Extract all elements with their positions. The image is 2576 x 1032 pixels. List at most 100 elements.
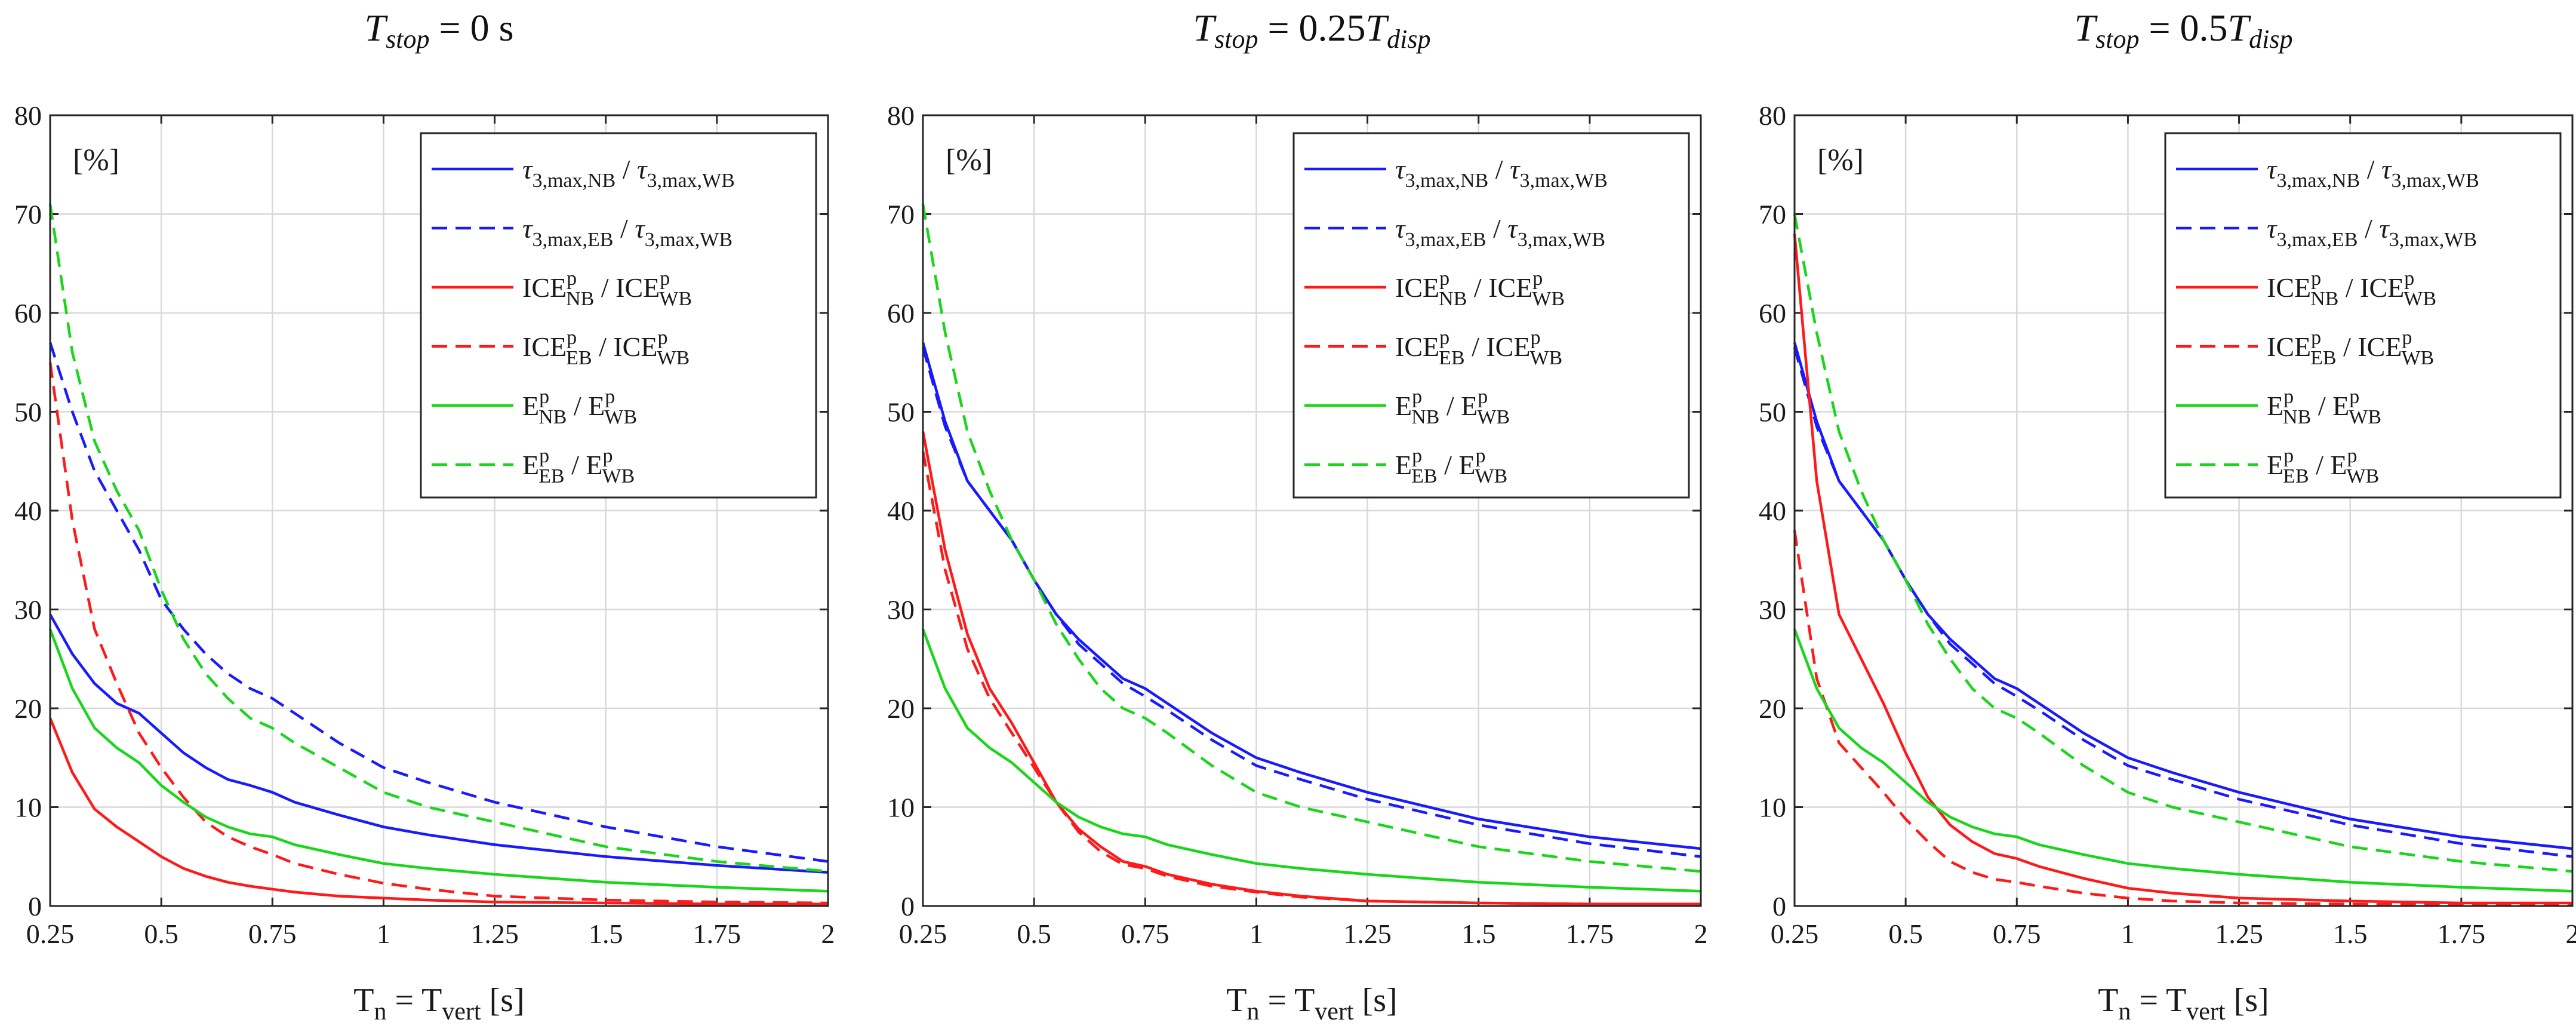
series-line-3 (48, 717, 828, 905)
x-tick-label: 0.75 (1993, 919, 2041, 949)
x-tick-label: 1 (2121, 919, 2135, 949)
plot-frame (49, 114, 829, 907)
x-tick-label: 1.25 (2215, 919, 2263, 949)
series-line-3 (921, 431, 1701, 905)
x-tick-label: 2 (821, 919, 835, 949)
y-tick-label: 0 (28, 891, 42, 922)
x-tick-label: 1 (377, 919, 390, 949)
series-line-5 (921, 628, 1701, 893)
y-tick-label: 70 (887, 199, 915, 230)
legend-label-3: ICEp NB / ICEp WB (1395, 268, 1565, 310)
y-tick-label: 30 (14, 595, 42, 625)
series-line-4 (48, 362, 829, 905)
legend-label-5: Ep NB / Ep WB (1395, 386, 1510, 428)
x-tick-label: 0.25 (899, 919, 947, 949)
y-tick-label: 50 (1759, 397, 1786, 428)
x-axis-label: Tn = Tvert [s] (1226, 982, 1397, 1025)
x-axis-label: Tn = Tvert [s] (353, 982, 524, 1025)
y-tick-label: 50 (14, 397, 42, 428)
series-line-6 (921, 204, 1701, 873)
series-line-2 (921, 347, 1701, 858)
legend-label-2: τ3,max,EB / τ3,max,WB (2267, 213, 2477, 251)
x-tick-label: 0.5 (1888, 919, 1923, 949)
y-tick-label: 60 (14, 298, 42, 328)
legend-box (420, 132, 817, 499)
chart-title: Tstop = 0 s (365, 7, 514, 54)
legend-label-6: Ep EB / Ep WB (2267, 445, 2379, 487)
y-tick-label: 10 (887, 793, 915, 823)
chart-title: Tstop = 0.5Tdisp (2075, 7, 2293, 54)
legend-label-2: τ3,max,EB / τ3,max,WB (522, 213, 733, 251)
y-tick-label: 10 (1759, 793, 1786, 823)
series-line-2 (48, 342, 829, 863)
unit-label: [%] (1817, 143, 1864, 177)
y-tick-label: 80 (14, 100, 42, 131)
series-line-6 (48, 204, 829, 873)
legend: τ3,max,NB / τ3,max,WB τ3,max,EB / τ3,max,… (2164, 132, 2562, 499)
y-tick-label: 70 (14, 199, 42, 230)
legend-label-4: ICEp EB / ICEp WB (2267, 327, 2434, 369)
x-tick-label: 1.5 (2333, 919, 2368, 949)
legend-label-3: ICEp NB / ICEp WB (2267, 268, 2436, 310)
y-tick-label: 80 (1759, 100, 1786, 131)
y-tick-label: 0 (1772, 891, 1786, 922)
x-tick-label: 1.75 (1566, 919, 1614, 949)
x-tick-label: 0.75 (1121, 919, 1169, 949)
series-line-5 (1793, 628, 2573, 893)
chart-title: Tstop = 0.25Tdisp (1193, 7, 1431, 54)
x-axis-label: Tn = Tvert [s] (2098, 982, 2269, 1025)
x-tick-label: 1.5 (1461, 919, 1496, 949)
legend: τ3,max,NB / τ3,max,WB τ3,max,EB / τ3,max,… (1292, 132, 1690, 499)
y-tick-label: 0 (901, 891, 915, 922)
legend-box (1292, 132, 1690, 499)
y-tick-label: 80 (887, 100, 915, 131)
y-tick-label: 10 (14, 793, 42, 823)
y-tick-label: 60 (887, 298, 915, 328)
x-tick-label: 0.5 (144, 919, 178, 949)
y-tick-label: 50 (887, 397, 915, 428)
legend-label-6: Ep EB / Ep WB (522, 445, 635, 487)
series-line-4 (921, 451, 1701, 905)
chart-panel-1: Tstop = 0 s0.25 0.5 0.75 1 1.25 1.5 1.75 201020… (14, 7, 835, 1025)
legend-label-1: τ3,max,NB / τ3,max,WB (2267, 154, 2479, 192)
legend-label-4: ICEp EB / ICEp WB (1395, 327, 1562, 369)
legend: τ3,max,NB / τ3,max,WB τ3,max,EB / τ3,max,… (420, 132, 817, 499)
plot-frame (1793, 114, 2574, 907)
plot-frame (922, 114, 1702, 907)
y-tick-label: 30 (887, 595, 915, 625)
unit-label: [%] (946, 143, 992, 177)
y-tick-label: 70 (1759, 199, 1786, 230)
legend-label-4: ICEp EB / ICEp WB (522, 327, 690, 369)
series-line-1 (49, 613, 829, 874)
y-tick-label: 20 (887, 693, 915, 724)
y-tick-label: 20 (14, 693, 42, 724)
x-tick-label: 1 (1249, 919, 1263, 949)
legend-label-2: τ3,max,EB / τ3,max,WB (1395, 213, 1605, 251)
x-tick-label: 0.75 (248, 919, 297, 949)
series-line-4 (1793, 530, 2572, 907)
chart-panel-3: Tstop = 0.5Tdisp 0.25 0.5 0.75 1 1.25 1.5 1.75 2… (1759, 7, 2576, 1025)
series-line-5 (48, 628, 829, 893)
x-tick-label: 2 (1694, 919, 1708, 949)
legend-label-1: τ3,max,NB / τ3,max,WB (522, 154, 735, 192)
x-tick-label: 0.25 (1771, 919, 1819, 949)
x-tick-label: 1.75 (693, 919, 741, 949)
y-tick-label: 30 (1759, 595, 1786, 625)
chart-panel-2: Tstop = 0.25Tdisp 0.25 0.5 0.75 1 1.25 1.5 1.75… (887, 7, 1708, 1025)
legend-label-1: τ3,max,NB / τ3,max,WB (1395, 154, 1608, 192)
x-tick-label: 2 (2566, 919, 2576, 949)
y-tick-label: 20 (1759, 693, 1786, 724)
y-tick-label: 60 (1759, 298, 1786, 328)
y-tick-label: 40 (887, 496, 915, 526)
x-tick-label: 1.25 (470, 919, 519, 949)
series-line-6 (1793, 214, 2573, 873)
y-tick-label: 40 (1759, 496, 1786, 526)
series-line-2 (1793, 347, 2573, 858)
unit-label: [%] (73, 143, 119, 177)
x-tick-label: 0.25 (26, 919, 75, 949)
legend-label-3: ICEp NB / ICEp WB (522, 268, 692, 310)
legend-label-6: Ep EB / Ep WB (1395, 445, 1507, 487)
x-tick-label: 1.75 (2437, 919, 2486, 949)
y-tick-label: 40 (14, 496, 42, 526)
